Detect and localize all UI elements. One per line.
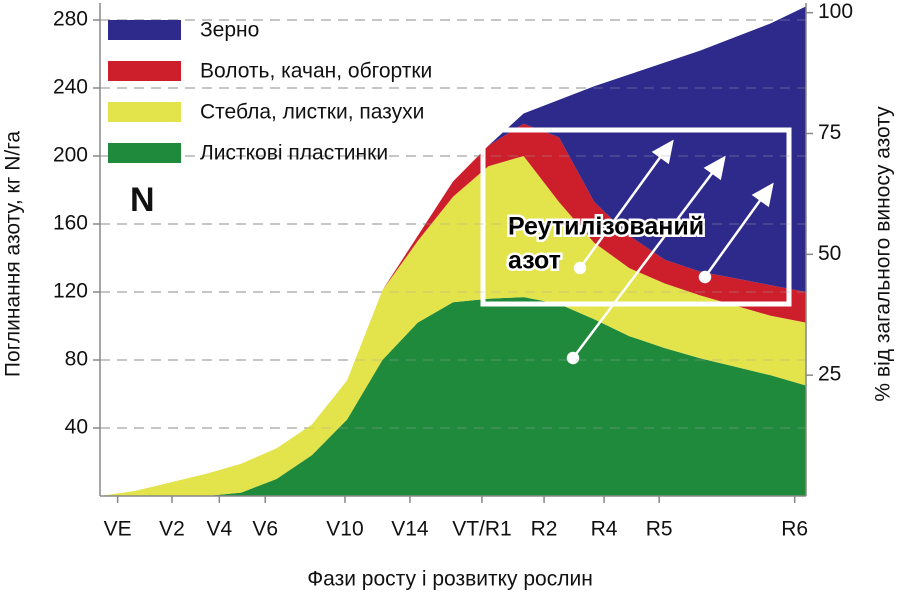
area [100, 297, 806, 496]
legend-swatch [108, 102, 181, 122]
legend-swatch [108, 143, 181, 163]
legend-label: Волоть, качан, обгортки [200, 60, 432, 83]
x-tick-label: R5 [646, 518, 673, 541]
legend-label: Зерно [200, 19, 259, 42]
arrows [566, 139, 774, 365]
y-tick-label: 40 [65, 416, 88, 439]
y-axis-label: Поглинання азоту, кг N/га [2, 131, 25, 377]
x-tick-label: R4 [591, 518, 618, 541]
y2-tick-label: 100 [818, 0, 853, 23]
y2-tick-label: 75 [818, 121, 841, 144]
legend-label: Стебла, листки, пазухи [200, 101, 424, 124]
x-tick-label: VE [104, 518, 132, 541]
x-tick-label: V2 [159, 518, 185, 541]
y-tick-label: 280 [53, 8, 88, 31]
panel-letter: N [130, 181, 155, 219]
x-axis-label: Фази росту і розвитку рослин [307, 568, 593, 591]
x-tick-label: V4 [206, 518, 232, 541]
highlight-box [480, 127, 792, 307]
area [100, 156, 806, 496]
legend-label: Листкові пластинки [200, 142, 388, 165]
legend-swatch [108, 61, 181, 81]
x-tick-label: V14 [391, 518, 429, 541]
y-tick-label: 80 [65, 348, 88, 371]
annotation: Реутилізований [508, 213, 704, 241]
x-tick-label: R6 [781, 518, 808, 541]
y-tick-label: 200 [53, 144, 88, 167]
x-tick-label: VT/R1 [452, 518, 512, 541]
annotation: азот [508, 247, 561, 275]
legend-swatch [108, 20, 181, 40]
y2-tick-label: 50 [818, 242, 841, 265]
x-tick-label: V10 [326, 518, 363, 541]
x-tick-label: V6 [252, 518, 278, 541]
y-tick-label: 240 [53, 76, 88, 99]
x-tick-label: R2 [531, 518, 558, 541]
y2-axis-label: % від загального виносу азоту [872, 106, 895, 402]
y2-tick-label: 25 [818, 363, 841, 386]
y-tick-label: 120 [53, 280, 88, 303]
y-tick-label: 160 [53, 212, 88, 235]
